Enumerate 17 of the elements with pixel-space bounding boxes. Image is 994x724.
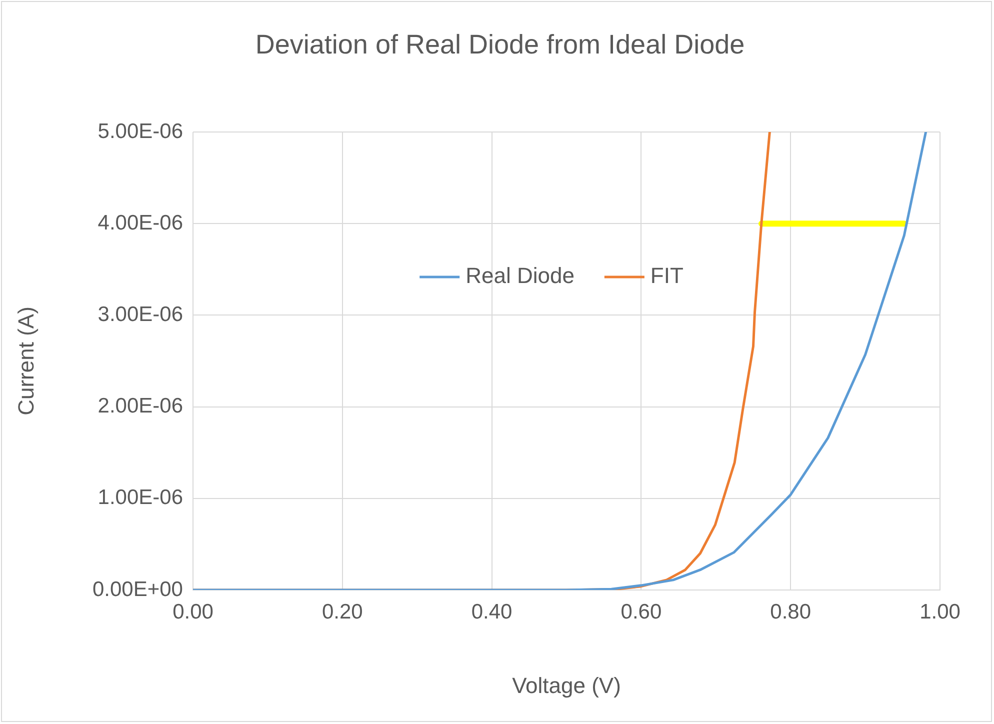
y-tick-label: 3.00E-06	[98, 302, 183, 326]
legend-label: FIT	[650, 263, 684, 288]
y-tick-label: 5.00E-06	[98, 120, 183, 143]
y-tick-label: 1.00E-06	[98, 486, 183, 510]
x-tick-label: 1.00	[920, 600, 960, 624]
y-tick-label: 4.00E-06	[98, 211, 183, 234]
y-tick-label: 2.00E-06	[98, 394, 183, 418]
x-tick-label: 0.40	[471, 600, 512, 624]
x-tick-label: 0.60	[620, 600, 662, 624]
y-tick-label: 0.00E+00	[92, 578, 183, 601]
y-axis-title: Current (A)	[13, 306, 38, 416]
legend-label: Real Diode	[466, 263, 574, 288]
x-tick-label: 0.80	[770, 600, 812, 624]
x-axis-title: Voltage (V)	[512, 672, 621, 698]
x-tick-label: 0.20	[322, 600, 363, 624]
x-tick-label: 0.00	[172, 600, 214, 624]
chart-title: Deviation of Real Diode from Ideal Diode	[255, 29, 745, 60]
